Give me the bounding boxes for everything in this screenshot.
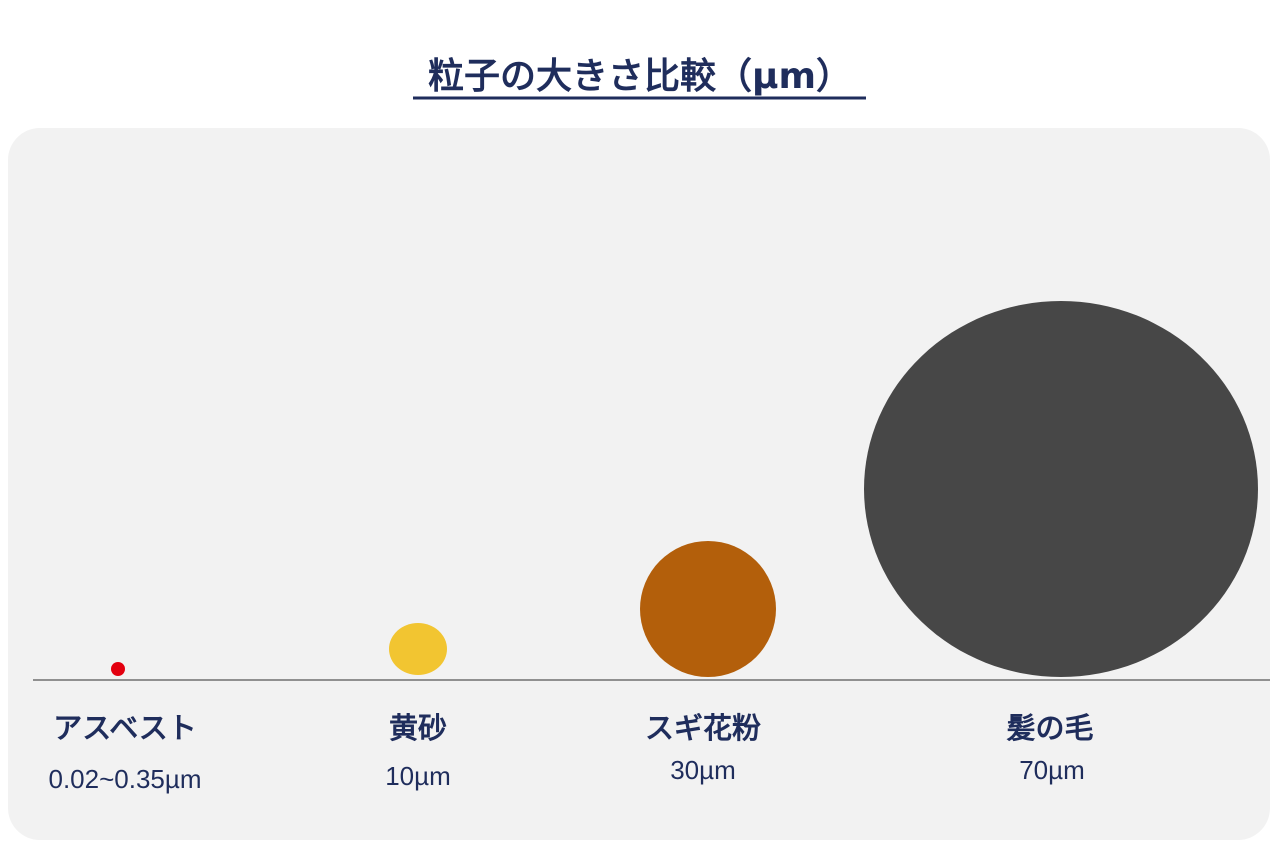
hair-particle (864, 301, 1258, 677)
dust-particle (389, 623, 447, 675)
item-size: 70µm (1019, 755, 1085, 785)
item-name: アスベスト (53, 711, 197, 745)
item-size: 0.02~0.35µm (48, 764, 201, 794)
pollen-particle (640, 541, 776, 677)
item-name: スギ花粉 (645, 711, 761, 745)
item-size: 30µm (670, 755, 736, 785)
item-name: 髪の毛 (1005, 711, 1093, 745)
panel (8, 128, 1270, 840)
asbestos-particle (111, 662, 125, 676)
item-name: 黄砂 (389, 711, 447, 745)
item-size: 10µm (385, 761, 451, 791)
title: 粒子の大きさ比較（µm） (428, 56, 852, 97)
